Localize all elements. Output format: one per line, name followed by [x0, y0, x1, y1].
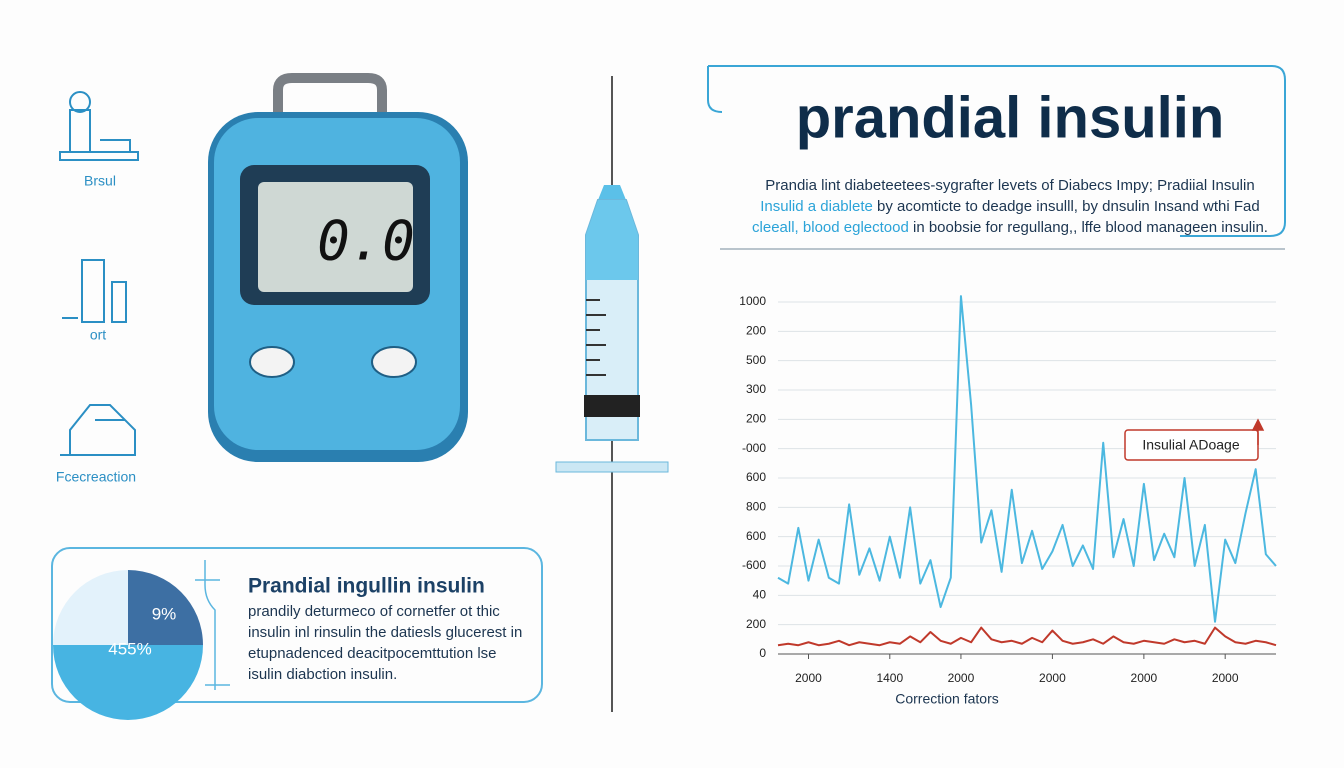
- header-title: prandial insulin: [796, 85, 1225, 150]
- flange: [555, 461, 669, 473]
- y-tick-label: 300: [746, 382, 766, 396]
- pie-card-body: prandily deturmeco of cornetfer ot thic i…: [248, 603, 522, 683]
- icon: [59, 109, 139, 161]
- x-tick-label: 2000: [1039, 671, 1066, 685]
- connector: [195, 560, 230, 690]
- pie-label: 455%: [108, 639, 151, 658]
- header-line: cleeall, blood eglectood in boobsie for …: [752, 219, 1268, 236]
- y-tick-label: 1000: [739, 294, 766, 308]
- y-tick-label: -600: [742, 558, 766, 572]
- annotation-arrow: [1251, 418, 1265, 445]
- pie-card-line: isulin diabction insulin.: [248, 666, 397, 683]
- meter-button: [371, 346, 417, 378]
- y-tick-label: 600: [746, 529, 766, 543]
- icon: [62, 259, 127, 323]
- icon: [60, 404, 136, 456]
- pie-card-line: insulin inl rinsulin the datiesls glucer…: [248, 624, 522, 641]
- x-tick-label: 2000: [1131, 671, 1158, 685]
- data-line: [777, 626, 1277, 647]
- y-tick-label: 600: [746, 470, 766, 484]
- data-line: [777, 295, 1277, 623]
- pie-card-title: Prandial ingullin insulin: [248, 575, 485, 598]
- y-tick-label: 0: [759, 646, 766, 660]
- highlight: cleeall, blood eglectood: [752, 219, 909, 236]
- header-line: Prandia lint diabeteetees-sygrafter leve…: [765, 177, 1254, 194]
- line-text: by acomticte to deadge insulll, by dnsul…: [873, 198, 1260, 215]
- glucose-meter: 0.0: [208, 73, 468, 462]
- sidebar: [59, 91, 139, 456]
- meter-display: 0.0: [317, 210, 415, 273]
- header-line: Insulid a diablete by acomticte to deadg…: [760, 198, 1259, 215]
- pie-card-line: prandily deturmeco of cornetfer ot thic: [248, 603, 500, 620]
- meter-lcd: [258, 182, 413, 292]
- syringe-fluid: [586, 200, 638, 280]
- line-text: Prandia lint diabeteetees-sygrafter leve…: [765, 177, 1254, 194]
- meter-button: [249, 346, 295, 378]
- header-body: Prandia lint diabeteetees-sygrafter leve…: [752, 177, 1268, 236]
- pie-slice: [53, 570, 128, 645]
- annotation: Insulial ADoage: [1142, 437, 1240, 453]
- y-tick-label: 40: [753, 588, 767, 602]
- sidebar-label: Fcecreaction: [56, 469, 136, 485]
- y-tick-label: -000: [742, 441, 766, 455]
- chart: 0 200 40 -600 600 800 600 -000 200 300 500 200 1000 2…: [739, 294, 1277, 707]
- x-tick-label: 2000: [1212, 671, 1239, 685]
- header-frame: [707, 65, 1286, 237]
- highlight: Insulid a diablete: [760, 198, 873, 215]
- pie-slice: [128, 570, 203, 645]
- pie: [53, 570, 203, 720]
- syringe: [555, 76, 669, 712]
- scale: [586, 299, 606, 376]
- pie-card: [51, 547, 543, 703]
- y-tick-label: 800: [746, 500, 766, 514]
- pie-card-line: etupnadenced deacitpocemttution lse: [248, 645, 497, 662]
- meter-handle: [273, 73, 387, 118]
- line-text: in boobsie for regullang,, lffe blood ma…: [909, 219, 1268, 236]
- plunger: [584, 395, 640, 417]
- pie-slice: [53, 645, 203, 720]
- x-tick-label: 1400: [876, 671, 903, 685]
- y-tick-label: 200: [746, 324, 766, 338]
- y-tick-label: 200: [746, 617, 766, 631]
- x-tick-label: 2000: [795, 671, 822, 685]
- x-axis-label: Correction fators: [895, 691, 998, 707]
- sidebar-label: ort: [90, 327, 106, 343]
- y-tick-label: 500: [746, 353, 766, 367]
- syringe-tip: [598, 185, 626, 200]
- pie-label: 9%: [152, 604, 177, 623]
- x-tick-label: 2000: [948, 671, 975, 685]
- sidebar-label: Brsul: [84, 173, 116, 189]
- icon: [69, 91, 91, 113]
- y-tick-label: 200: [746, 412, 766, 426]
